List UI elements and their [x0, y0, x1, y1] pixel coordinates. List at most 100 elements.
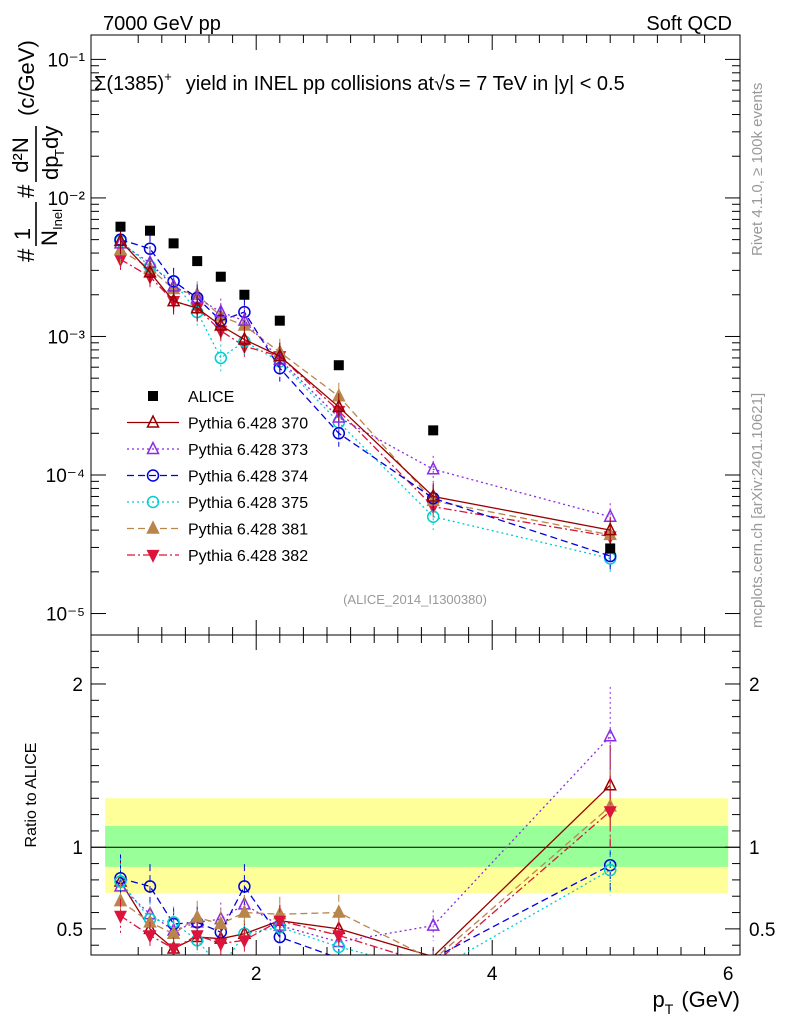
series-line-382 [120, 258, 611, 538]
y-label-one: 1 [10, 228, 35, 240]
data-point-ALICE [605, 543, 616, 554]
ratio-point-373 [603, 728, 617, 742]
ratio-point-381 [214, 915, 228, 930]
ratio-line-373 [120, 735, 611, 943]
legend-marker-382 [146, 549, 160, 563]
data-point-373 [237, 312, 252, 326]
legend-label-373: Pythia 6.428 373 [188, 442, 308, 459]
data-point-370 [214, 317, 228, 331]
data-point-ALICE [274, 315, 285, 326]
data-point-ALICE [333, 360, 344, 371]
analysis-watermark: (ALICE_2014_I1300380) [343, 592, 487, 607]
ratio-point-382 [273, 915, 287, 929]
x-tick-label: 4 [487, 964, 498, 985]
legend-marker-381 [146, 520, 160, 534]
mcplots-label: mcplots.cern.ch [arXiv:2401.10621] [749, 393, 766, 628]
data-point-370 [190, 300, 204, 314]
ratio-y-tick-label-right: 2 [749, 675, 760, 696]
data-point-ALICE [192, 256, 203, 267]
series-line-373 [120, 242, 611, 518]
y-label-t-sub: T [52, 149, 67, 157]
ratio-point-382 [114, 910, 127, 924]
legend: ALICE Pythia 6.428 370 Pythia 6.428 373 Pyt… [127, 389, 308, 565]
ratio-y-tick-label-right: 0.5 [749, 920, 775, 941]
ratio-y-axis-label: Ratio to ALICE [23, 743, 40, 848]
legend-label-370: Pythia 6.428 370 [188, 416, 308, 433]
ratio-point-382 [332, 930, 346, 944]
y-label-hash-2: # [13, 184, 40, 198]
ratio-point-382 [167, 943, 181, 955]
data-point-370 [237, 331, 252, 345]
ratio-point-382 [214, 938, 228, 952]
title-pre: yield in INEL pp collisions at [186, 73, 435, 95]
ratio-point-374 [143, 880, 157, 893]
x-label-unit: (GeV) [681, 987, 740, 1012]
y-label-dpt: dp [38, 156, 63, 180]
ratio-band-inner [105, 826, 729, 867]
ratio-point-370 [603, 777, 617, 791]
legend-marker-ALICE [148, 391, 158, 401]
ratio-y-tick-label-left: 0.5 [57, 920, 83, 941]
data-point-374 [332, 427, 346, 440]
rivet-version-label: Rivet 4.1.0, ≥ 100k events [749, 83, 766, 256]
data-point-370 [143, 264, 157, 278]
x-label-p: p [653, 987, 665, 1012]
ratio-point-382 [143, 930, 157, 944]
data-point-373 [426, 461, 440, 475]
ratio-uncertainty-bands [91, 798, 740, 893]
ratio-point-375 [603, 863, 617, 877]
x-tick-label: 6 [723, 964, 734, 985]
data-point-ALICE [168, 238, 179, 249]
ratio-panel-ticks: 0.5 0.5 1 1 2 2 2 4 6 [57, 635, 775, 985]
data-point-370 [426, 488, 440, 502]
header-category: Soft QCD [646, 13, 732, 35]
data-point-370 [113, 232, 128, 247]
ratio-panel: 0.5 0.5 1 1 2 2 2 4 6 Ratio to ALICE pT (GeV) [23, 634, 775, 1017]
ratio-point-382 [190, 930, 204, 944]
ratio-y-tick-label-right: 1 [749, 838, 760, 859]
data-point-370 [332, 398, 346, 413]
series-line-370 [120, 240, 611, 531]
title-post: = 7 TeV in |y| < 0.5 [459, 73, 625, 95]
legend-label-374: Pythia 6.428 374 [188, 469, 308, 486]
legend-marker-374 [146, 469, 160, 482]
plot-title: Σ(1385)+ yield in INEL pp collisions at√s… [94, 69, 625, 95]
legend-label-382: Pythia 6.428 382 [188, 548, 308, 565]
ratio-line-382 [120, 810, 611, 955]
data-point-370 [166, 292, 181, 307]
data-point-374 [143, 242, 157, 255]
main-y-axis-label: # 1 N Inel # d²N dp T dy (c/GeV) [8, 40, 67, 262]
ratio-point-373 [426, 917, 440, 931]
ratio-point-374 [238, 880, 251, 893]
ratio-point-381 [237, 904, 252, 918]
data-point-375 [214, 351, 228, 365]
y-tick-label: 10⁻² [48, 189, 86, 210]
title-charge: + [164, 69, 172, 84]
data-point-ALICE [239, 289, 250, 300]
ratio-line-374 [120, 864, 611, 955]
ratio-panel-series [113, 686, 617, 955]
y-label-unit: (c/GeV) [14, 40, 39, 116]
ratio-y-tick-label-left: 2 [72, 675, 83, 696]
data-point-ALICE [428, 425, 439, 436]
legend-label-ALICE: ALICE [188, 389, 234, 406]
data-point-370 [273, 348, 287, 362]
title-particle: Σ(1385) [94, 73, 164, 95]
ratio-point-374 [273, 930, 287, 944]
y-tick-label: 10⁻³ [48, 327, 86, 348]
y-tick-label: 10⁻⁵ [46, 605, 85, 626]
main-panel-frame [90, 34, 741, 636]
x-axis-label: pT (GeV) [653, 987, 741, 1017]
ratio-point-382 [237, 935, 251, 949]
main-panel: 10⁻⁵ 10⁻⁴ 10⁻³ 10⁻² 10⁻¹ (ALICE_2014_I130038… [8, 34, 741, 636]
ratio-line-381 [120, 805, 611, 955]
legend-marker-375 [146, 495, 160, 509]
legend-marker-370 [146, 414, 160, 428]
y-tick-label: 10⁻¹ [48, 50, 86, 71]
series-line-375 [120, 240, 611, 560]
legend-marker-373 [146, 440, 160, 455]
x-tick-label: 2 [251, 964, 262, 985]
y-label-n: N [37, 230, 62, 246]
series-line-381 [120, 249, 611, 536]
